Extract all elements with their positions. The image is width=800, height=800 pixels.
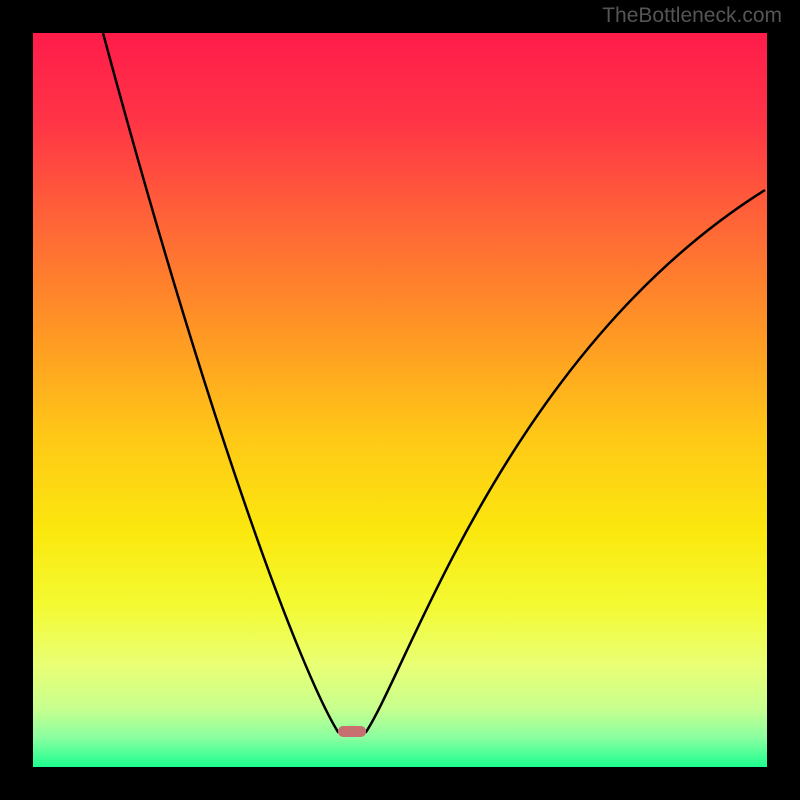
minimum-marker (338, 726, 366, 737)
bottleneck-chart (0, 0, 800, 800)
watermark-text: TheBottleneck.com (602, 4, 782, 28)
plot-background (33, 33, 767, 767)
